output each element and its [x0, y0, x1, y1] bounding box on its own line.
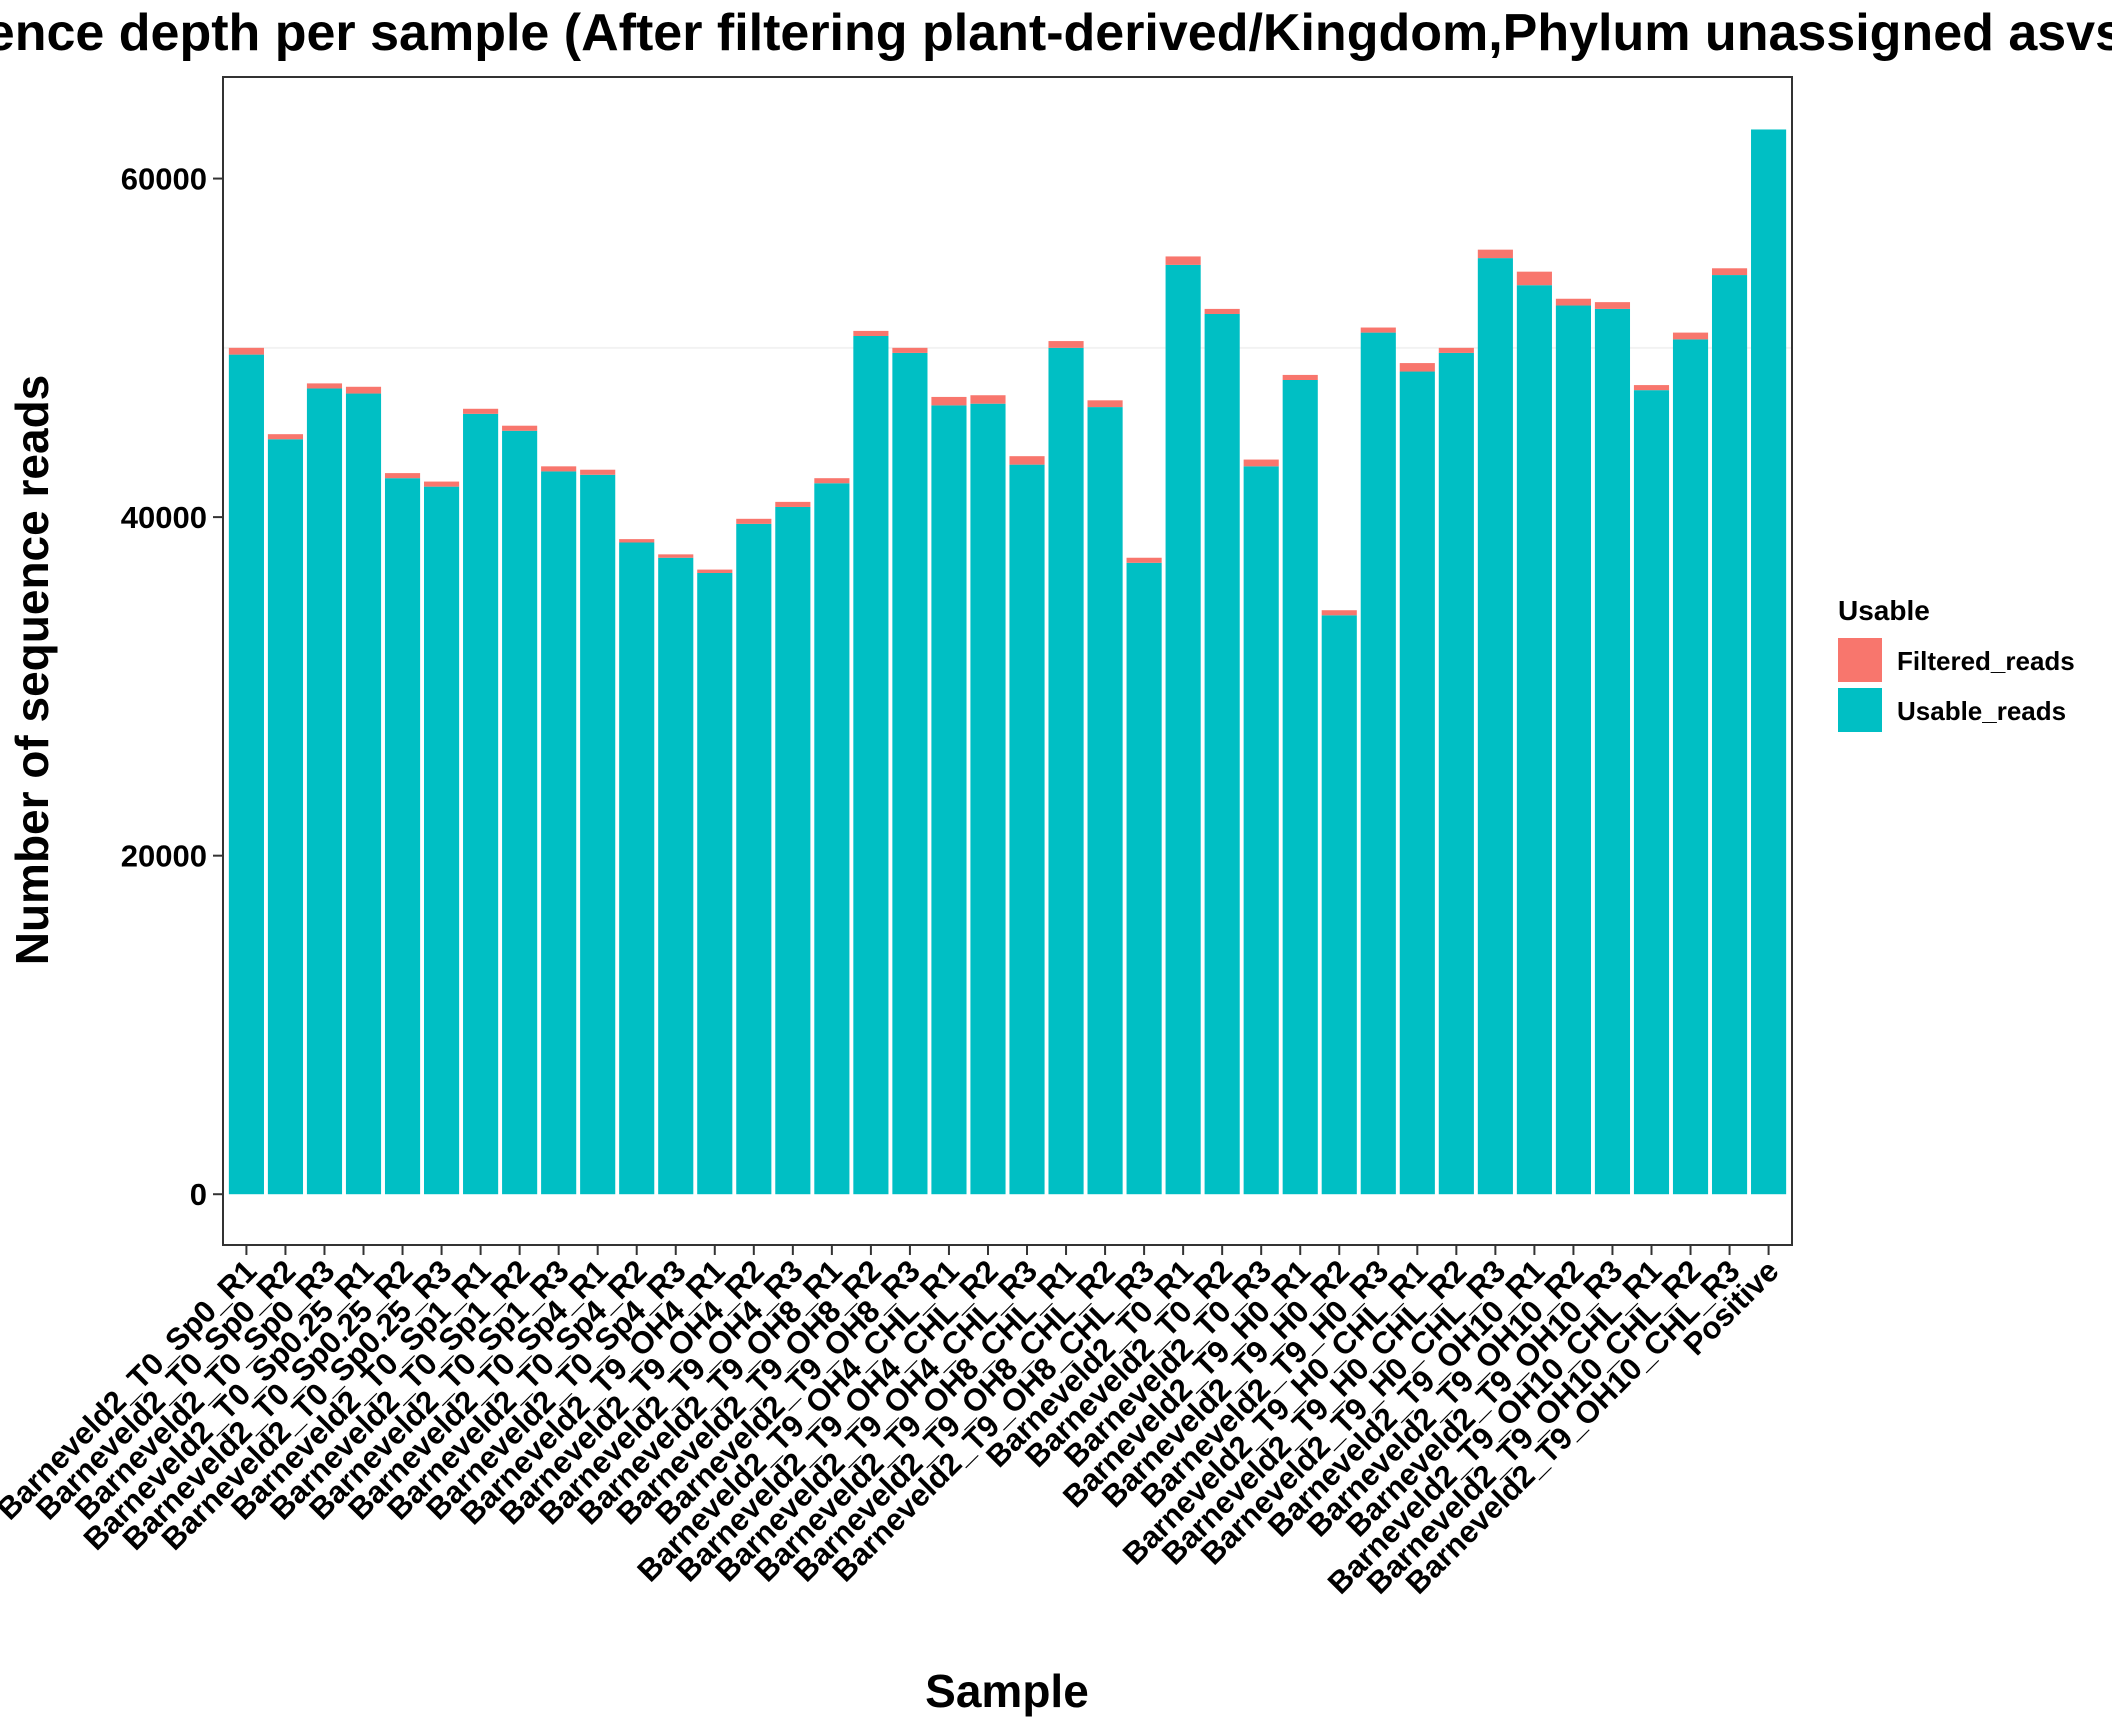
bar-usable-reads [1204, 313, 1240, 1195]
bar-filtered-reads [1126, 557, 1162, 563]
bar-usable-reads [814, 483, 850, 1195]
bar-filtered-reads [424, 481, 460, 487]
bar-filtered-reads [345, 386, 382, 394]
y-tick-label: 60000 [121, 162, 207, 197]
bar-usable-reads [1243, 466, 1279, 1195]
bar-usable-reads [1321, 615, 1357, 1195]
bar-filtered-reads [1594, 302, 1631, 309]
x-axis: Barneveld2_T0_Sp0_R1Barneveld2_T0_Sp0_R2… [0, 1245, 1786, 1601]
bar-filtered-reads [1360, 327, 1396, 333]
bar-filtered-reads [1477, 249, 1513, 259]
y-tick-label: 20000 [121, 839, 207, 874]
bar-filtered-reads [580, 469, 616, 475]
legend-label: Filtered_reads [1897, 646, 2075, 676]
bar-filtered-reads [306, 383, 343, 389]
bar-usable-reads [1360, 332, 1396, 1195]
bar-usable-reads [580, 474, 616, 1195]
bar-usable-reads [970, 403, 1006, 1195]
bar-filtered-reads [1282, 374, 1318, 381]
bar-filtered-reads [1555, 298, 1591, 306]
bar-usable-reads [541, 471, 577, 1195]
bar-filtered-reads [619, 539, 655, 543]
legend-key [1838, 638, 1882, 682]
x-axis-title: Sample [925, 1665, 1089, 1717]
bar-usable-reads [384, 478, 421, 1195]
bar-usable-reads [306, 388, 343, 1195]
bar-usable-reads [1438, 352, 1474, 1195]
bar-usable-reads [1009, 464, 1045, 1195]
plot-area [222, 76, 1793, 1246]
bar-filtered-reads [1009, 456, 1045, 465]
bar-filtered-reads [267, 434, 304, 440]
bar-usable-reads [736, 523, 772, 1195]
bar-usable-reads [619, 542, 655, 1195]
bar-usable-reads [267, 439, 304, 1195]
y-tick-label: 40000 [121, 500, 207, 535]
bar-usable-reads [1672, 339, 1709, 1195]
bar-usable-reads [1594, 308, 1631, 1195]
bar-filtered-reads [931, 396, 967, 406]
bar-usable-reads [345, 393, 382, 1195]
bar-filtered-reads [1672, 332, 1709, 340]
bar-usable-reads [1282, 380, 1318, 1195]
bar-filtered-reads [1243, 459, 1279, 467]
bar-usable-reads [1711, 275, 1748, 1195]
bar-usable-reads [1516, 285, 1552, 1195]
bar-filtered-reads [1087, 400, 1123, 408]
bar-usable-reads [775, 506, 811, 1195]
bar-filtered-reads [970, 395, 1006, 404]
bar-usable-reads [1165, 264, 1201, 1195]
bar-usable-reads [502, 430, 538, 1195]
bar-filtered-reads [1399, 363, 1435, 372]
bar-usable-reads [424, 486, 460, 1195]
bar-filtered-reads [1711, 268, 1748, 276]
bar-filtered-reads [228, 347, 264, 355]
bar-usable-reads [853, 335, 889, 1195]
panel-border [222, 76, 1793, 1246]
chart-title: Sequence depth per sample (After filteri… [0, 4, 2112, 62]
bar-filtered-reads [775, 501, 811, 507]
bar-filtered-reads [736, 518, 772, 524]
bar-usable-reads [658, 557, 694, 1195]
bar-filtered-reads [463, 408, 499, 414]
bar-usable-reads [1399, 371, 1435, 1195]
bar-usable-reads [1477, 258, 1513, 1195]
bar-usable-reads [1633, 390, 1670, 1195]
bar-filtered-reads [1204, 308, 1240, 314]
bar-filtered-reads [814, 478, 850, 484]
y-tick-label: 0 [190, 1177, 207, 1212]
legend-label: Usable_reads [1897, 696, 2066, 726]
bar-filtered-reads [502, 425, 538, 431]
bar-filtered-reads [853, 330, 889, 336]
legend: Usable Filtered_reads Usable_reads [1838, 595, 2075, 732]
bar-filtered-reads [1516, 271, 1552, 286]
legend-key [1838, 688, 1882, 732]
bar-filtered-reads [1321, 610, 1357, 616]
bar-usable-reads [892, 352, 928, 1195]
bar-usable-reads [697, 572, 733, 1195]
bar-filtered-reads [1438, 347, 1474, 353]
bar-usable-reads [1555, 305, 1591, 1195]
bar-filtered-reads [384, 473, 421, 479]
bar-filtered-reads [1165, 256, 1201, 265]
bar-filtered-reads [1633, 385, 1670, 391]
bar-usable-reads [1751, 129, 1787, 1195]
bar-usable-reads [1087, 407, 1123, 1195]
y-axis: 0 20000 40000 60000 [121, 162, 223, 1212]
y-axis-title: Number of sequence reads [6, 375, 58, 966]
bar-filtered-reads [892, 347, 928, 353]
bar-filtered-reads [541, 466, 577, 472]
bar-usable-reads [931, 405, 967, 1195]
bar-filtered-reads [1048, 341, 1084, 348]
bar-filtered-reads [658, 554, 694, 558]
bar-filtered-reads [697, 569, 733, 573]
legend-title: Usable [1838, 595, 1930, 626]
bar-usable-reads [1048, 347, 1084, 1195]
bar-usable-reads [463, 413, 499, 1195]
bar-usable-reads [228, 354, 264, 1195]
bar-usable-reads [1126, 562, 1162, 1195]
